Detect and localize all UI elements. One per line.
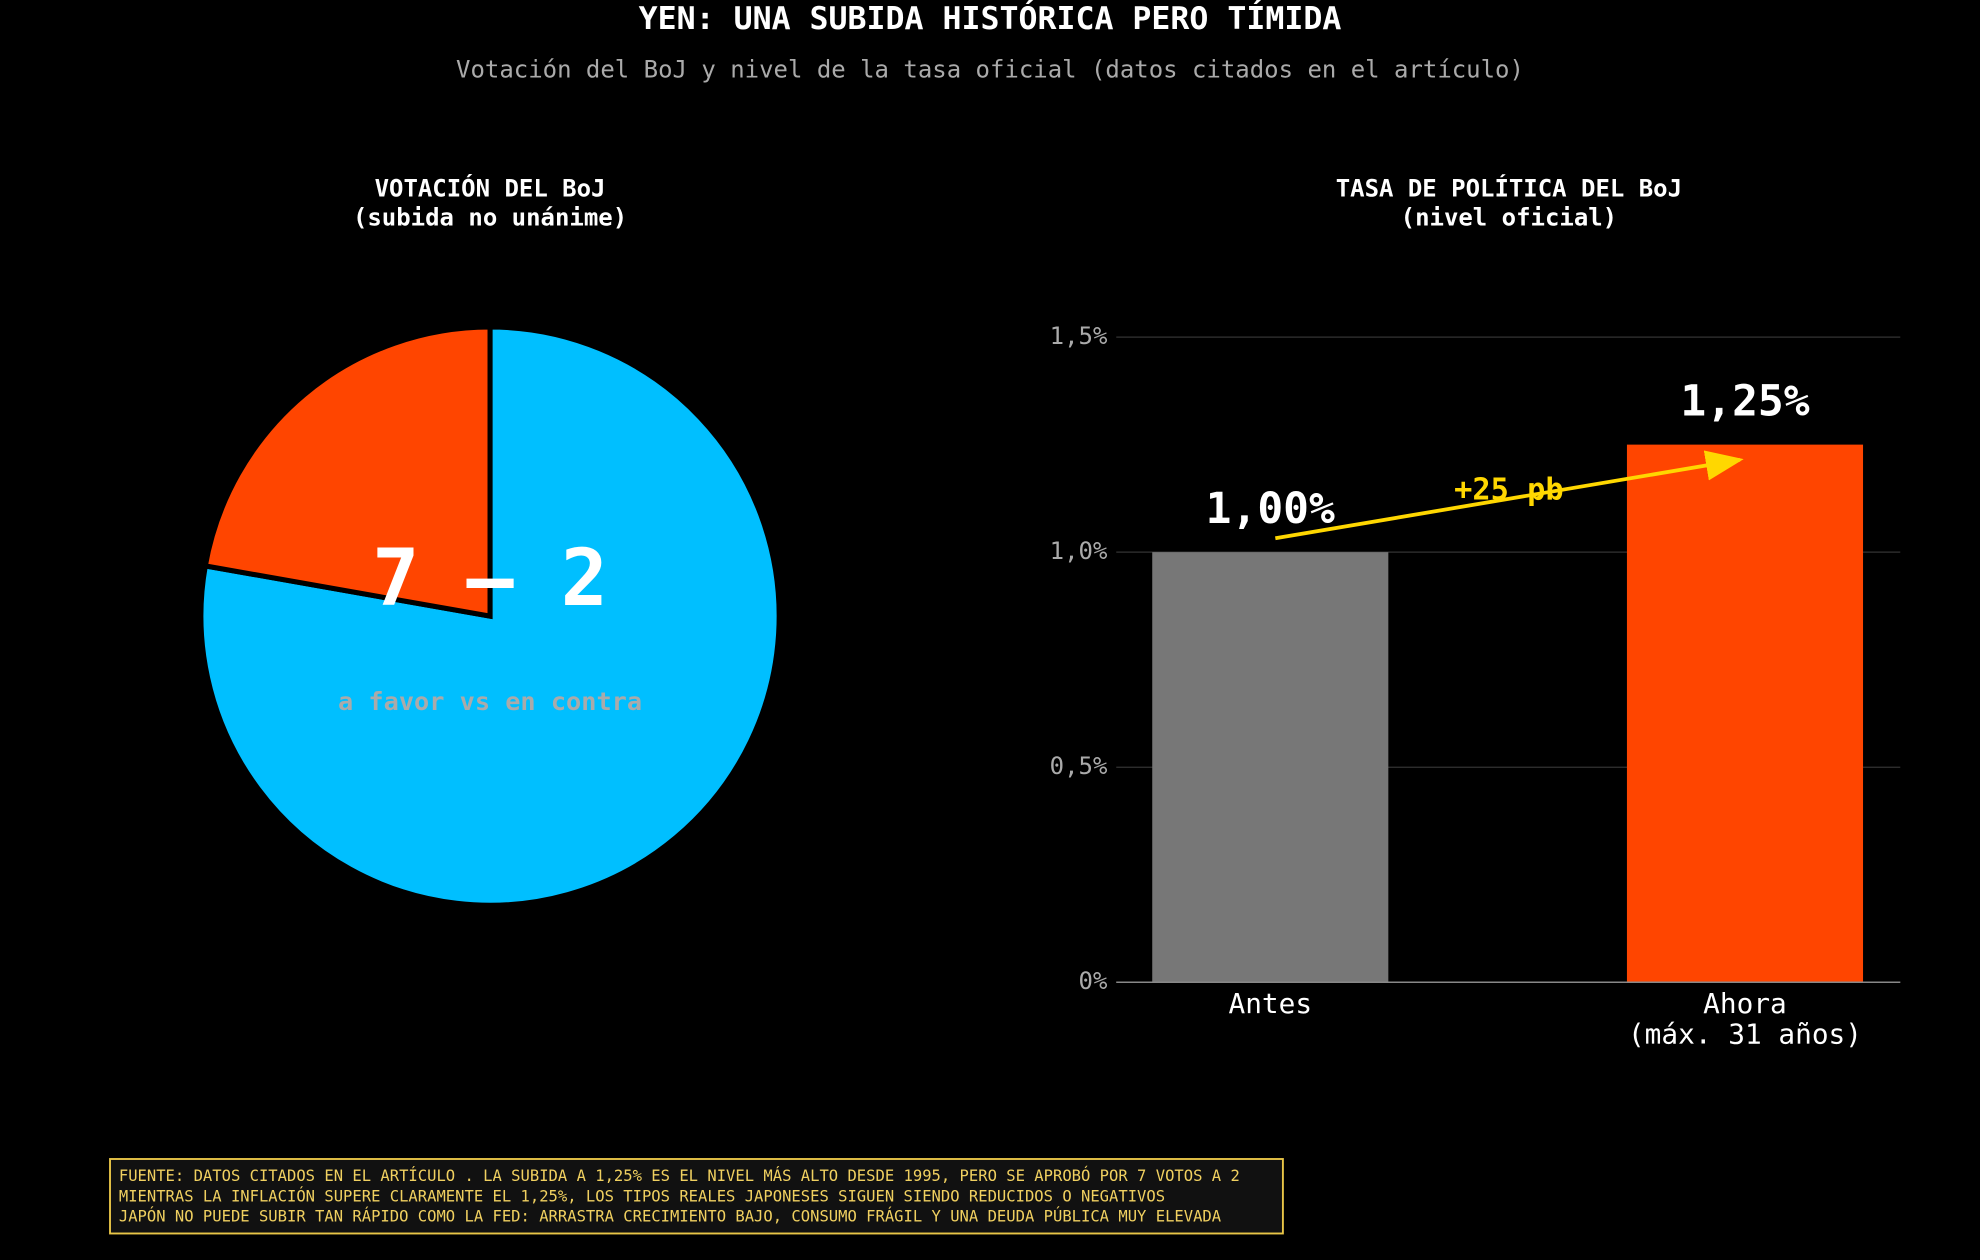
footer-line: JAPÓN NO PUEDE SUBIR TAN RÁPIDO COMO LA … <box>119 1207 1222 1226</box>
bar <box>1152 552 1389 983</box>
pie-center-sublabel: a favor vs en contra <box>338 687 642 716</box>
bar <box>1626 444 1864 983</box>
pie-slice <box>202 324 493 620</box>
footer-box <box>109 1158 1284 1235</box>
value-label: 1,25% <box>1680 377 1809 427</box>
y-tick-label: 1,0% <box>1050 537 1108 565</box>
value-label: 1,00% <box>1206 484 1335 534</box>
subplot-title: TASA DE POLÍTICA DEL BoJ (nivel oficial) <box>1336 173 1682 231</box>
y-tick-label: 0% <box>1079 967 1108 995</box>
subtitle: Votación del BoJ y nivel de la tasa ofic… <box>456 56 1524 84</box>
footer-line: FUENTE: DATOS CITADOS EN EL ARTÍCULO . L… <box>119 1166 1240 1185</box>
x-tick-label: Ahora (máx. 31 años) <box>1628 987 1862 1050</box>
y-tick-label: 1,5% <box>1050 322 1108 350</box>
pie-center-label: 7 – 2 <box>372 533 608 624</box>
arrow <box>1275 450 1744 541</box>
subplot-title: VOTACIÓN DEL BoJ (subida no unánime) <box>353 172 627 231</box>
title: YEN: UNA SUBIDA HISTÓRICA PERO TÍMIDA <box>639 0 1342 37</box>
footer-line: MIENTRAS LA INFLACIÓN SUPERE CLARAMENTE … <box>119 1186 1165 1205</box>
y-tick-label: 0,5% <box>1050 752 1108 780</box>
change-label: +25 pb <box>1454 473 1563 508</box>
x-tick-label: Antes <box>1228 987 1312 1020</box>
